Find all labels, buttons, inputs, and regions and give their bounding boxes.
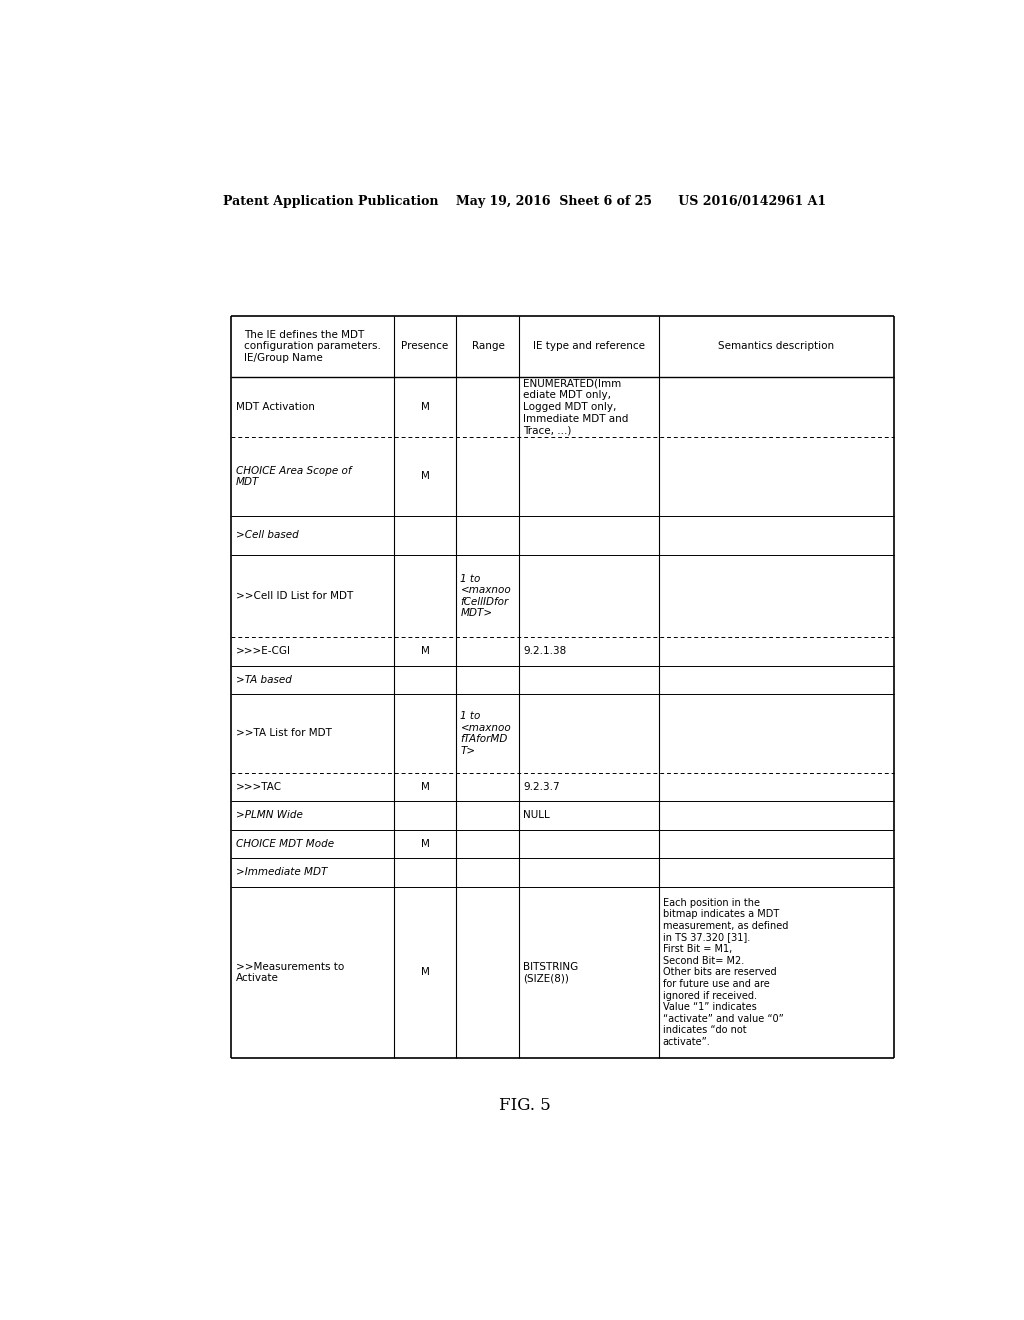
- Text: Presence: Presence: [401, 342, 449, 351]
- Text: >TA based: >TA based: [236, 675, 292, 685]
- Text: M: M: [421, 968, 429, 977]
- Text: 1 to
<maxnoo
fCellIDfor
MDT>: 1 to <maxnoo fCellIDfor MDT>: [461, 574, 511, 618]
- Text: >PLMN Wide: >PLMN Wide: [236, 810, 303, 820]
- Text: Range: Range: [471, 342, 505, 351]
- Text: MDT Activation: MDT Activation: [236, 401, 314, 412]
- Text: Semantics description: Semantics description: [718, 342, 835, 351]
- Text: CHOICE Area Scope of
MDT: CHOICE Area Scope of MDT: [236, 466, 351, 487]
- Text: M: M: [421, 647, 429, 656]
- Text: BITSTRING
(SIZE(8)): BITSTRING (SIZE(8)): [523, 961, 579, 983]
- Text: The IE defines the MDT
configuration parameters.
IE/Group Name: The IE defines the MDT configuration par…: [244, 330, 381, 363]
- Text: 9.2.3.7: 9.2.3.7: [523, 781, 560, 792]
- Text: IE type and reference: IE type and reference: [534, 342, 645, 351]
- Text: M: M: [421, 781, 429, 792]
- Text: >>>E-CGI: >>>E-CGI: [236, 647, 291, 656]
- Text: >Cell based: >Cell based: [236, 531, 299, 540]
- Text: 1 to
<maxnoo
fTAforMD
T>: 1 to <maxnoo fTAforMD T>: [461, 711, 511, 756]
- Text: CHOICE MDT Mode: CHOICE MDT Mode: [236, 840, 334, 849]
- Text: Patent Application Publication    May 19, 2016  Sheet 6 of 25      US 2016/01429: Patent Application Publication May 19, 2…: [223, 194, 826, 207]
- Text: M: M: [421, 840, 429, 849]
- Text: >Immediate MDT: >Immediate MDT: [236, 867, 328, 878]
- Text: >>Cell ID List for MDT: >>Cell ID List for MDT: [236, 591, 353, 601]
- Text: >>TA List for MDT: >>TA List for MDT: [236, 729, 332, 738]
- Text: NULL: NULL: [523, 810, 550, 820]
- Text: Each position in the
bitmap indicates a MDT
measurement, as defined
in TS 37.320: Each position in the bitmap indicates a …: [663, 898, 787, 1047]
- Text: M: M: [421, 471, 429, 482]
- Text: 9.2.1.38: 9.2.1.38: [523, 647, 566, 656]
- Text: >>Measurements to
Activate: >>Measurements to Activate: [236, 961, 344, 983]
- Text: >>>TAC: >>>TAC: [236, 781, 282, 792]
- Text: ENUMERATED(Imm
ediate MDT only,
Logged MDT only,
Immediate MDT and
Trace, ...): ENUMERATED(Imm ediate MDT only, Logged M…: [523, 379, 629, 436]
- Text: FIG. 5: FIG. 5: [499, 1097, 551, 1114]
- Text: M: M: [421, 401, 429, 412]
